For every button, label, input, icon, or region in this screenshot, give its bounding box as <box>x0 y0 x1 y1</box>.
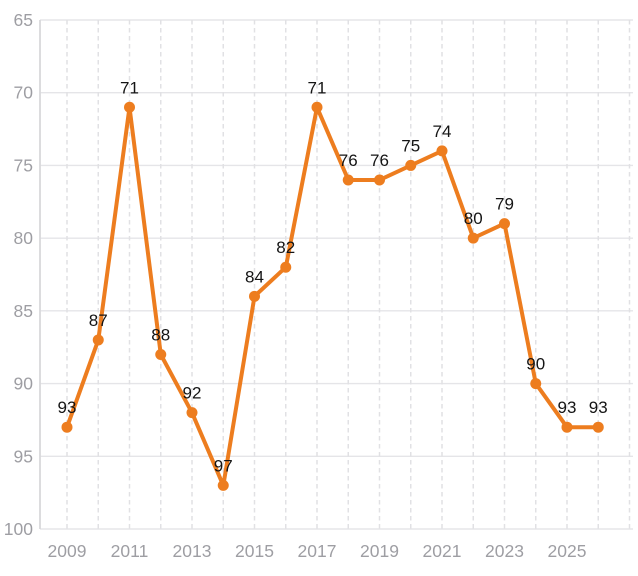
data-point-label: 82 <box>276 238 295 257</box>
x-axis-tick-label: 2021 <box>423 541 462 561</box>
x-axis-tick-label: 2011 <box>111 541 149 561</box>
y-axis-tick-label: 65 <box>14 10 33 30</box>
data-point-marker[interactable] <box>186 407 198 419</box>
x-axis-tick-label: 2009 <box>48 541 87 561</box>
data-point-label: 93 <box>589 398 608 417</box>
data-point-marker[interactable] <box>499 218 510 230</box>
y-axis-tick-label: 80 <box>14 228 34 248</box>
y-axis-tick-label: 100 <box>4 519 33 539</box>
data-point-marker[interactable] <box>280 261 292 273</box>
data-point-label: 76 <box>370 151 389 170</box>
data-point-marker[interactable] <box>124 101 135 113</box>
y-axis-tick-label: 75 <box>14 155 33 175</box>
data-point-label: 92 <box>183 384 202 403</box>
data-point-marker[interactable] <box>342 174 354 186</box>
series-line <box>65 105 601 488</box>
data-point-label: 88 <box>151 325 170 344</box>
x-axis-tick-label: 2023 <box>485 541 524 561</box>
y-axis-tick-label: 85 <box>14 301 33 321</box>
data-point-marker[interactable] <box>436 145 448 157</box>
data-point-marker[interactable] <box>561 421 573 433</box>
y-axis-tick-label: 95 <box>14 446 33 466</box>
data-point-marker[interactable] <box>311 101 323 113</box>
data-point-label: 80 <box>464 209 483 228</box>
data-point-marker[interactable] <box>592 421 604 433</box>
data-point-marker[interactable] <box>155 348 167 360</box>
data-point-marker[interactable] <box>405 159 417 171</box>
y-axis-tick-label: 90 <box>14 374 34 394</box>
data-point-label: 75 <box>401 136 420 155</box>
data-point-label: 97 <box>214 456 233 475</box>
data-point-label: 93 <box>558 398 577 417</box>
data-point-marker[interactable] <box>530 378 542 390</box>
x-axis-tick-label: 2013 <box>173 541 212 561</box>
data-point-marker[interactable] <box>249 290 260 302</box>
x-axis-tick-label: 2019 <box>360 541 399 561</box>
data-point-label: 71 <box>120 78 139 97</box>
x-axis-tick-label: 2015 <box>235 541 274 561</box>
data-point-label: 87 <box>89 311 108 330</box>
data-point-label: 90 <box>526 355 545 374</box>
y-axis-tick-label: 70 <box>14 83 34 103</box>
data-point-marker[interactable] <box>374 174 385 186</box>
data-point-label: 79 <box>495 195 514 214</box>
data-point-marker[interactable] <box>467 232 479 244</box>
data-point-label: 84 <box>245 267 264 286</box>
data-point-label: 76 <box>339 151 358 170</box>
data-point-label: 71 <box>308 78 327 97</box>
data-point-label: 74 <box>433 122 452 141</box>
x-axis-tick-label: 2017 <box>298 541 337 561</box>
data-point-label: 93 <box>58 398 77 417</box>
data-point-marker[interactable] <box>61 421 73 433</box>
data-point-marker[interactable] <box>217 479 229 491</box>
x-axis-tick-label: 2025 <box>548 541 587 561</box>
data-point-marker[interactable] <box>92 334 104 346</box>
